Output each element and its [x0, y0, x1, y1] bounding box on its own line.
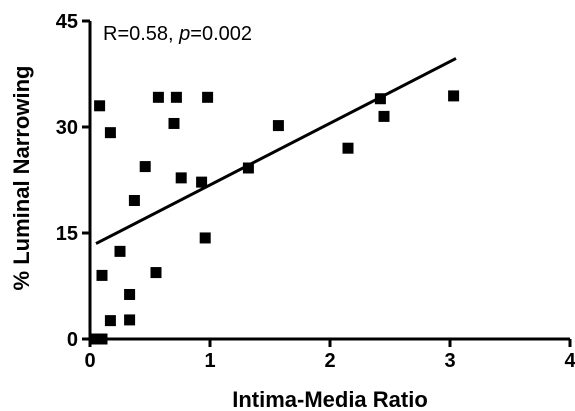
data-point — [378, 110, 390, 122]
data-point — [104, 127, 116, 139]
data-point — [152, 91, 164, 103]
y-axis-title: % Luminal Narrowing — [9, 66, 34, 291]
correlation-annotation: R=0.58, p=0.002 — [103, 23, 252, 45]
data-point — [124, 314, 136, 326]
data-point — [96, 333, 108, 345]
data-point — [94, 100, 106, 112]
x-tick-label: 0 — [84, 350, 95, 372]
y-axis-ticks: 0 15 30 45 — [56, 11, 90, 351]
y-tick-label: 45 — [56, 11, 78, 33]
regression-line — [95, 57, 457, 245]
data-point — [196, 176, 208, 188]
data-point — [168, 117, 180, 129]
y-tick-label: 15 — [56, 223, 78, 245]
data-point — [124, 288, 136, 300]
data-point — [96, 269, 108, 281]
data-point — [202, 91, 214, 103]
x-tick-label: 4 — [564, 350, 575, 372]
data-point — [242, 162, 254, 174]
data-point — [90, 333, 102, 345]
data-point — [199, 232, 211, 244]
data-point — [139, 161, 151, 173]
data-point — [448, 90, 460, 102]
data-point — [342, 142, 354, 154]
data-point — [175, 172, 187, 184]
annotation-prefix: R=0.58, — [103, 23, 179, 45]
data-point — [374, 93, 386, 105]
data-point — [128, 194, 140, 206]
data-point — [114, 245, 126, 257]
axes — [88, 21, 570, 341]
annotation-p-symbol: p — [178, 23, 190, 45]
x-axis-title: Intima-Media Ratio — [232, 387, 428, 411]
y-tick-label: 30 — [56, 117, 78, 139]
annotation-suffix: =0.002 — [190, 23, 252, 45]
data-points — [90, 90, 460, 345]
data-point — [150, 267, 162, 279]
data-point — [104, 315, 116, 327]
data-point — [170, 91, 182, 103]
x-tick-label: 1 — [204, 350, 215, 372]
y-tick-label: 0 — [67, 329, 78, 351]
data-point — [272, 120, 284, 132]
x-axis-ticks: 0 1 2 3 4 — [84, 339, 575, 372]
x-tick-label: 3 — [444, 350, 455, 372]
x-tick-label: 2 — [324, 350, 335, 372]
